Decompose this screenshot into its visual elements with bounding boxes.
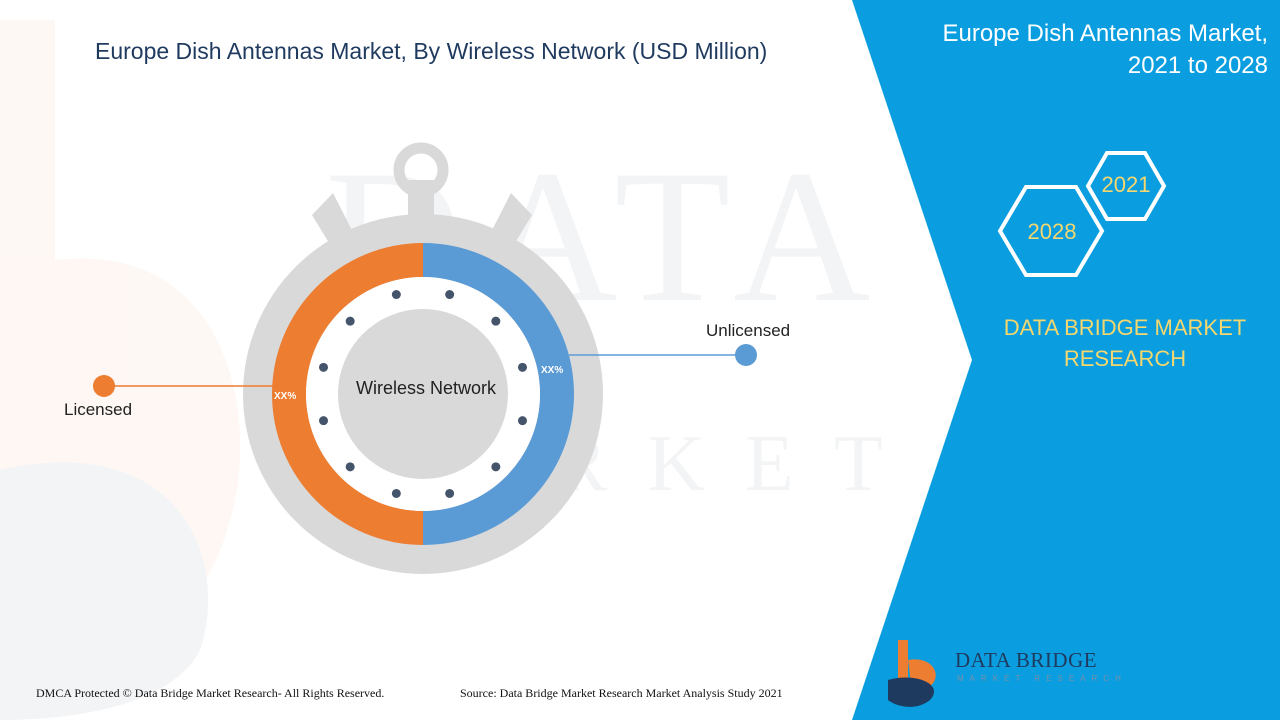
logo-icon xyxy=(888,640,936,707)
hex-2028 xyxy=(997,185,1105,277)
tick-dot xyxy=(517,416,527,426)
side-title-line1: Europe Dish Antennas Market, xyxy=(942,20,1268,47)
brand-line1: DATA BRIDGE MARKET xyxy=(1003,315,1247,340)
side-title-line2: 2021 to 2028 xyxy=(1127,52,1268,79)
tick-dot xyxy=(345,462,355,472)
hex-label-2028: 2028 xyxy=(1027,219,1077,244)
tick-dot xyxy=(491,316,501,326)
side-panel-title: Europe Dish Antennas Market, 2021 to 202… xyxy=(908,18,1268,82)
hex-label-2021: 2021 xyxy=(1101,172,1151,197)
center-label: Wireless Network xyxy=(355,378,497,398)
marker-licensed xyxy=(93,375,115,397)
legend-label-licensed: Licensed xyxy=(64,400,133,419)
footer-copyright: DMCA Protected © Data Bridge Market Rese… xyxy=(36,686,385,700)
tick-dot xyxy=(319,362,329,372)
footer-source: Source: Data Bridge Market Research Mark… xyxy=(460,686,783,700)
logo-subtext: MARKET RESEARCH xyxy=(957,674,1127,683)
tick-dot xyxy=(391,290,401,300)
marker-unlicensed xyxy=(735,344,757,366)
tick-dot xyxy=(345,316,355,326)
brand-line2: RESEARCH xyxy=(1063,346,1187,371)
stopwatch-crown-ring xyxy=(393,142,449,198)
donut xyxy=(272,243,574,545)
tick-dot xyxy=(491,462,501,472)
side-panel-background xyxy=(852,0,1280,720)
tick-dot xyxy=(445,290,455,300)
hex-2021 xyxy=(1085,151,1167,221)
tick-dot xyxy=(319,416,329,426)
donut-segment-licensed xyxy=(272,243,423,545)
logo-wordmark: DATA BRIDGE xyxy=(955,648,1098,672)
brand-text: DATA BRIDGE MARKET RESEARCH xyxy=(985,312,1265,374)
data-label-licensed: XX% xyxy=(274,391,297,402)
tick-dot xyxy=(517,362,527,372)
data-label-unlicensed: XX% xyxy=(541,365,564,376)
tick-dot xyxy=(445,488,455,498)
donut-segment-unlicensed xyxy=(423,243,574,545)
tick-dot xyxy=(391,488,401,498)
tick-dots xyxy=(319,290,527,498)
center-disc xyxy=(338,309,508,479)
chart-title: Europe Dish Antennas Market, By Wireless… xyxy=(95,38,768,64)
legend-label-unlicensed: Unlicensed xyxy=(706,321,791,340)
